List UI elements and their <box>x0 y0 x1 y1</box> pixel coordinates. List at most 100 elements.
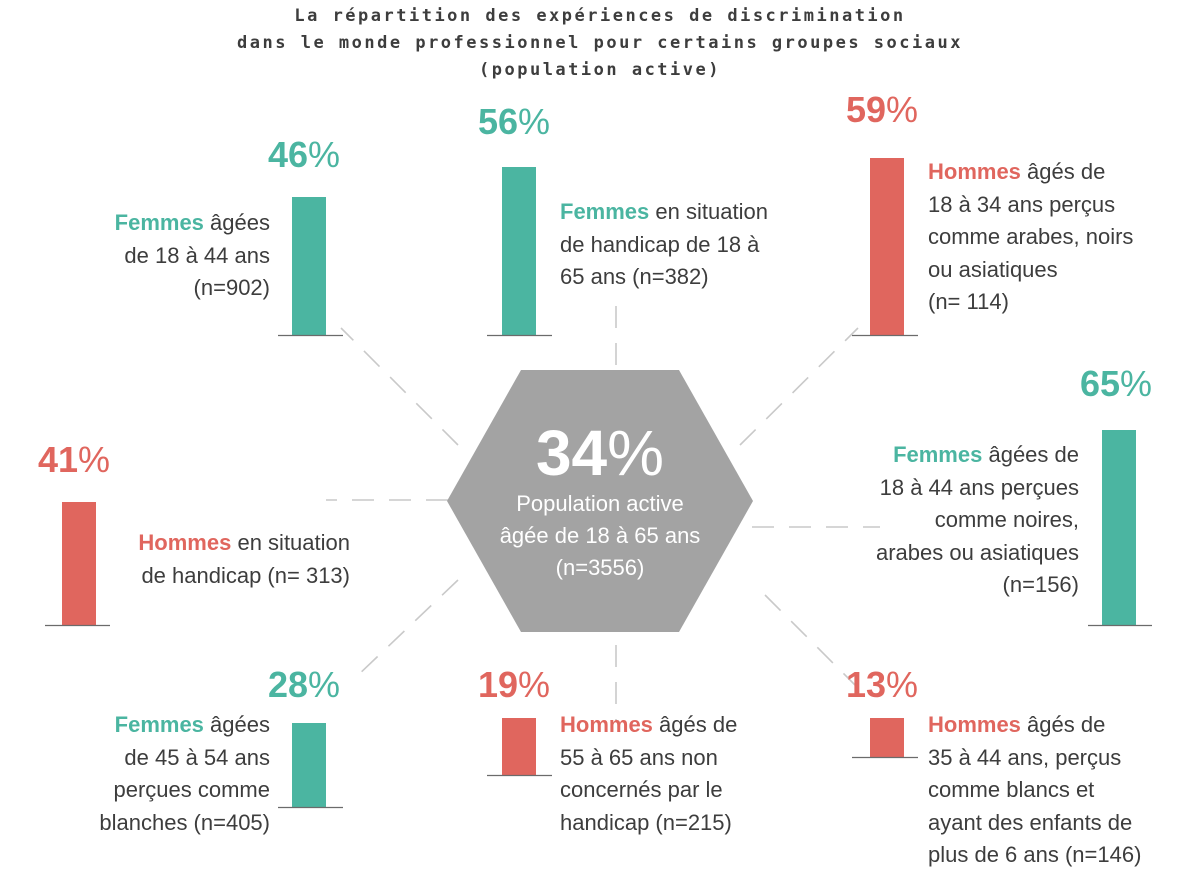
value-label-femmes-18-44: 46% <box>268 135 340 175</box>
value-number: 41 <box>38 439 79 480</box>
percent-sign: % <box>308 134 341 175</box>
connector-line <box>340 327 459 446</box>
group-gender: Femmes <box>114 210 204 235</box>
label-line: 35 à 44 ans, perçus <box>928 742 1141 775</box>
label-text: âgés de <box>1027 712 1106 737</box>
label-text: en situation <box>655 199 768 224</box>
percent-sign: % <box>1120 363 1153 404</box>
label-line: de handicap (n= 313) <box>138 560 350 593</box>
title-line: (population active) <box>479 60 721 80</box>
label-text: ou asiatiques <box>928 256 1058 282</box>
label-text: âgées de <box>988 442 1079 467</box>
label-line: Hommes âgés de <box>928 156 1133 189</box>
group-label-femmes-45-54-blanches: Femmes âgées de 45 à 54 ans perçues comme b… <box>99 709 270 839</box>
value-label-femmes-45-54-blanches: 28% <box>268 665 340 705</box>
group-gender: Hommes <box>928 712 1021 737</box>
center-line: (n=3556) <box>555 555 645 580</box>
value-label-hommes-handicap: 41% <box>38 440 110 480</box>
value-number: 46 <box>268 134 309 175</box>
label-text: de 18 à 44 ans <box>124 242 270 268</box>
label-text: (n=902) <box>193 275 270 300</box>
label-text: âgées <box>210 210 270 235</box>
connector-line <box>739 327 859 446</box>
label-text: de handicap (n= 313) <box>141 562 350 588</box>
label-text: comme blancs et <box>928 777 1095 802</box>
label-line: perçues comme <box>99 774 270 807</box>
connector-line <box>764 594 856 686</box>
group-label-hommes-handicap: Hommes en situation de handicap (n= 313) <box>138 527 350 592</box>
percent-sign: % <box>518 664 551 705</box>
label-line: Femmes en situation <box>560 196 768 229</box>
value-number: 56 <box>478 101 519 142</box>
percent-sign: % <box>886 664 919 705</box>
value-number: 19 <box>478 664 519 705</box>
bar-femmes-18-44-percues <box>1102 430 1136 625</box>
label-text: 35 à 44 ans, perçus <box>928 744 1122 770</box>
bar-hommes-35-44-blancs <box>870 718 904 757</box>
label-line: plus de 6 ans (n=146) <box>928 839 1141 872</box>
connector-line <box>354 579 459 679</box>
label-text: âgés de <box>659 712 738 737</box>
percent-sign: % <box>886 89 919 130</box>
label-line: arabes ou asiatiques <box>876 537 1079 570</box>
title-line: dans le monde professionnel pour certain… <box>237 33 963 53</box>
percent-sign: % <box>308 664 341 705</box>
label-line: (n= 114) <box>928 286 1133 319</box>
label-line: 18 à 34 ans perçus <box>928 189 1133 222</box>
value-number: 65 <box>1080 363 1121 404</box>
value-label-hommes-35-44-blancs: 13% <box>846 665 918 705</box>
group-label-femmes-18-44: Femmes âgées de 18 à 44 ans (n=902) <box>115 207 270 305</box>
label-line: Hommes âgés de <box>560 709 737 742</box>
group-label-femmes-handicap: Femmes en situation de handicap de 18 à 65… <box>560 196 768 294</box>
percent-sign: % <box>78 439 111 480</box>
label-text: 18 à 44 ans perçues <box>879 474 1079 500</box>
label-line: 55 à 65 ans non <box>560 742 737 775</box>
label-text: ayant des enfants de <box>928 809 1133 835</box>
label-text: (n= 114) <box>928 289 1009 314</box>
title-line: La répartition des expériences de discri… <box>294 6 906 26</box>
label-line: Hommes en situation <box>138 527 350 560</box>
label-line: blanches (n=405) <box>99 807 270 840</box>
value-label-femmes-handicap: 56% <box>478 102 550 142</box>
bar-femmes-45-54-blanches <box>292 723 326 807</box>
group-gender: Femmes <box>114 712 204 737</box>
group-gender: Hommes <box>138 530 232 555</box>
label-text: âgées <box>210 712 270 737</box>
value-number: 28 <box>268 664 309 705</box>
chart-title: La répartition des expériences de discri… <box>0 3 1200 84</box>
label-text: plus de 6 ans (n=146) <box>928 842 1142 867</box>
group-label-femmes-18-44-percues: Femmes âgées de 18 à 44 ans perçues comme … <box>876 439 1079 602</box>
center-description: Population active âgée de 18 à 65 ans (n… <box>447 488 753 584</box>
label-text: concernés par le <box>560 777 723 802</box>
group-gender: Hommes <box>560 712 653 737</box>
group-label-hommes-35-44-blancs: Hommes âgés de 35 à 44 ans, perçus comme b… <box>928 709 1141 872</box>
value-label-hommes-55-65: 19% <box>478 665 550 705</box>
label-text: arabes ou asiatiques <box>875 539 1079 565</box>
label-text: 18 à 34 ans perçus <box>928 191 1116 217</box>
percent-sign: % <box>518 101 551 142</box>
label-text: de handicap de 18 à <box>560 231 760 257</box>
bar-hommes-handicap <box>62 502 96 625</box>
group-gender: Femmes <box>560 199 650 224</box>
label-text: blanches (n=405) <box>99 809 270 835</box>
label-text: comme arabes, noirs <box>928 224 1134 249</box>
value-number: 59 <box>846 89 887 130</box>
label-text: 65 ans (n=382) <box>560 264 709 289</box>
label-line: de 18 à 44 ans <box>115 240 270 273</box>
label-line: Femmes âgées de <box>876 439 1079 472</box>
label-line: concernés par le <box>560 774 737 807</box>
label-text: comme noires, <box>934 507 1079 532</box>
label-line: 18 à 44 ans perçues <box>876 472 1079 505</box>
value-label-hommes-18-34-percus: 59% <box>846 90 918 130</box>
label-line: comme arabes, noirs <box>928 221 1133 254</box>
label-text: (n=156) <box>1002 572 1079 597</box>
group-label-hommes-18-34-percus: Hommes âgés de 18 à 34 ans perçus comme ar… <box>928 156 1133 319</box>
bar-femmes-18-44 <box>292 197 326 335</box>
label-line: Femmes âgées <box>99 709 270 742</box>
group-gender: Femmes <box>893 442 983 467</box>
label-line: (n=902) <box>115 272 270 305</box>
label-text: 55 à 65 ans non <box>560 744 718 770</box>
center-line: âgée de 18 à 65 ans <box>499 523 701 548</box>
